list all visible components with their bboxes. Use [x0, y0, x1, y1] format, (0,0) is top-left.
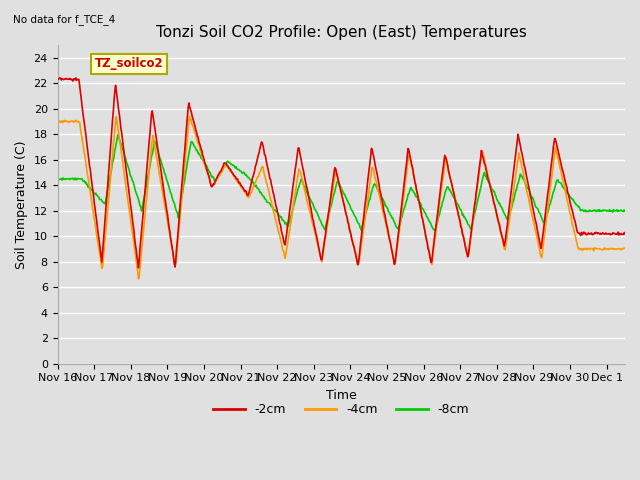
Title: Tonzi Soil CO2 Profile: Open (East) Temperatures: Tonzi Soil CO2 Profile: Open (East) Temp… [156, 24, 527, 39]
X-axis label: Time: Time [326, 389, 356, 402]
Text: No data for f_TCE_4: No data for f_TCE_4 [13, 14, 115, 25]
Text: TZ_soilco2: TZ_soilco2 [95, 57, 163, 70]
Y-axis label: Soil Temperature (C): Soil Temperature (C) [15, 140, 28, 269]
Legend: -2cm, -4cm, -8cm: -2cm, -4cm, -8cm [209, 398, 474, 421]
